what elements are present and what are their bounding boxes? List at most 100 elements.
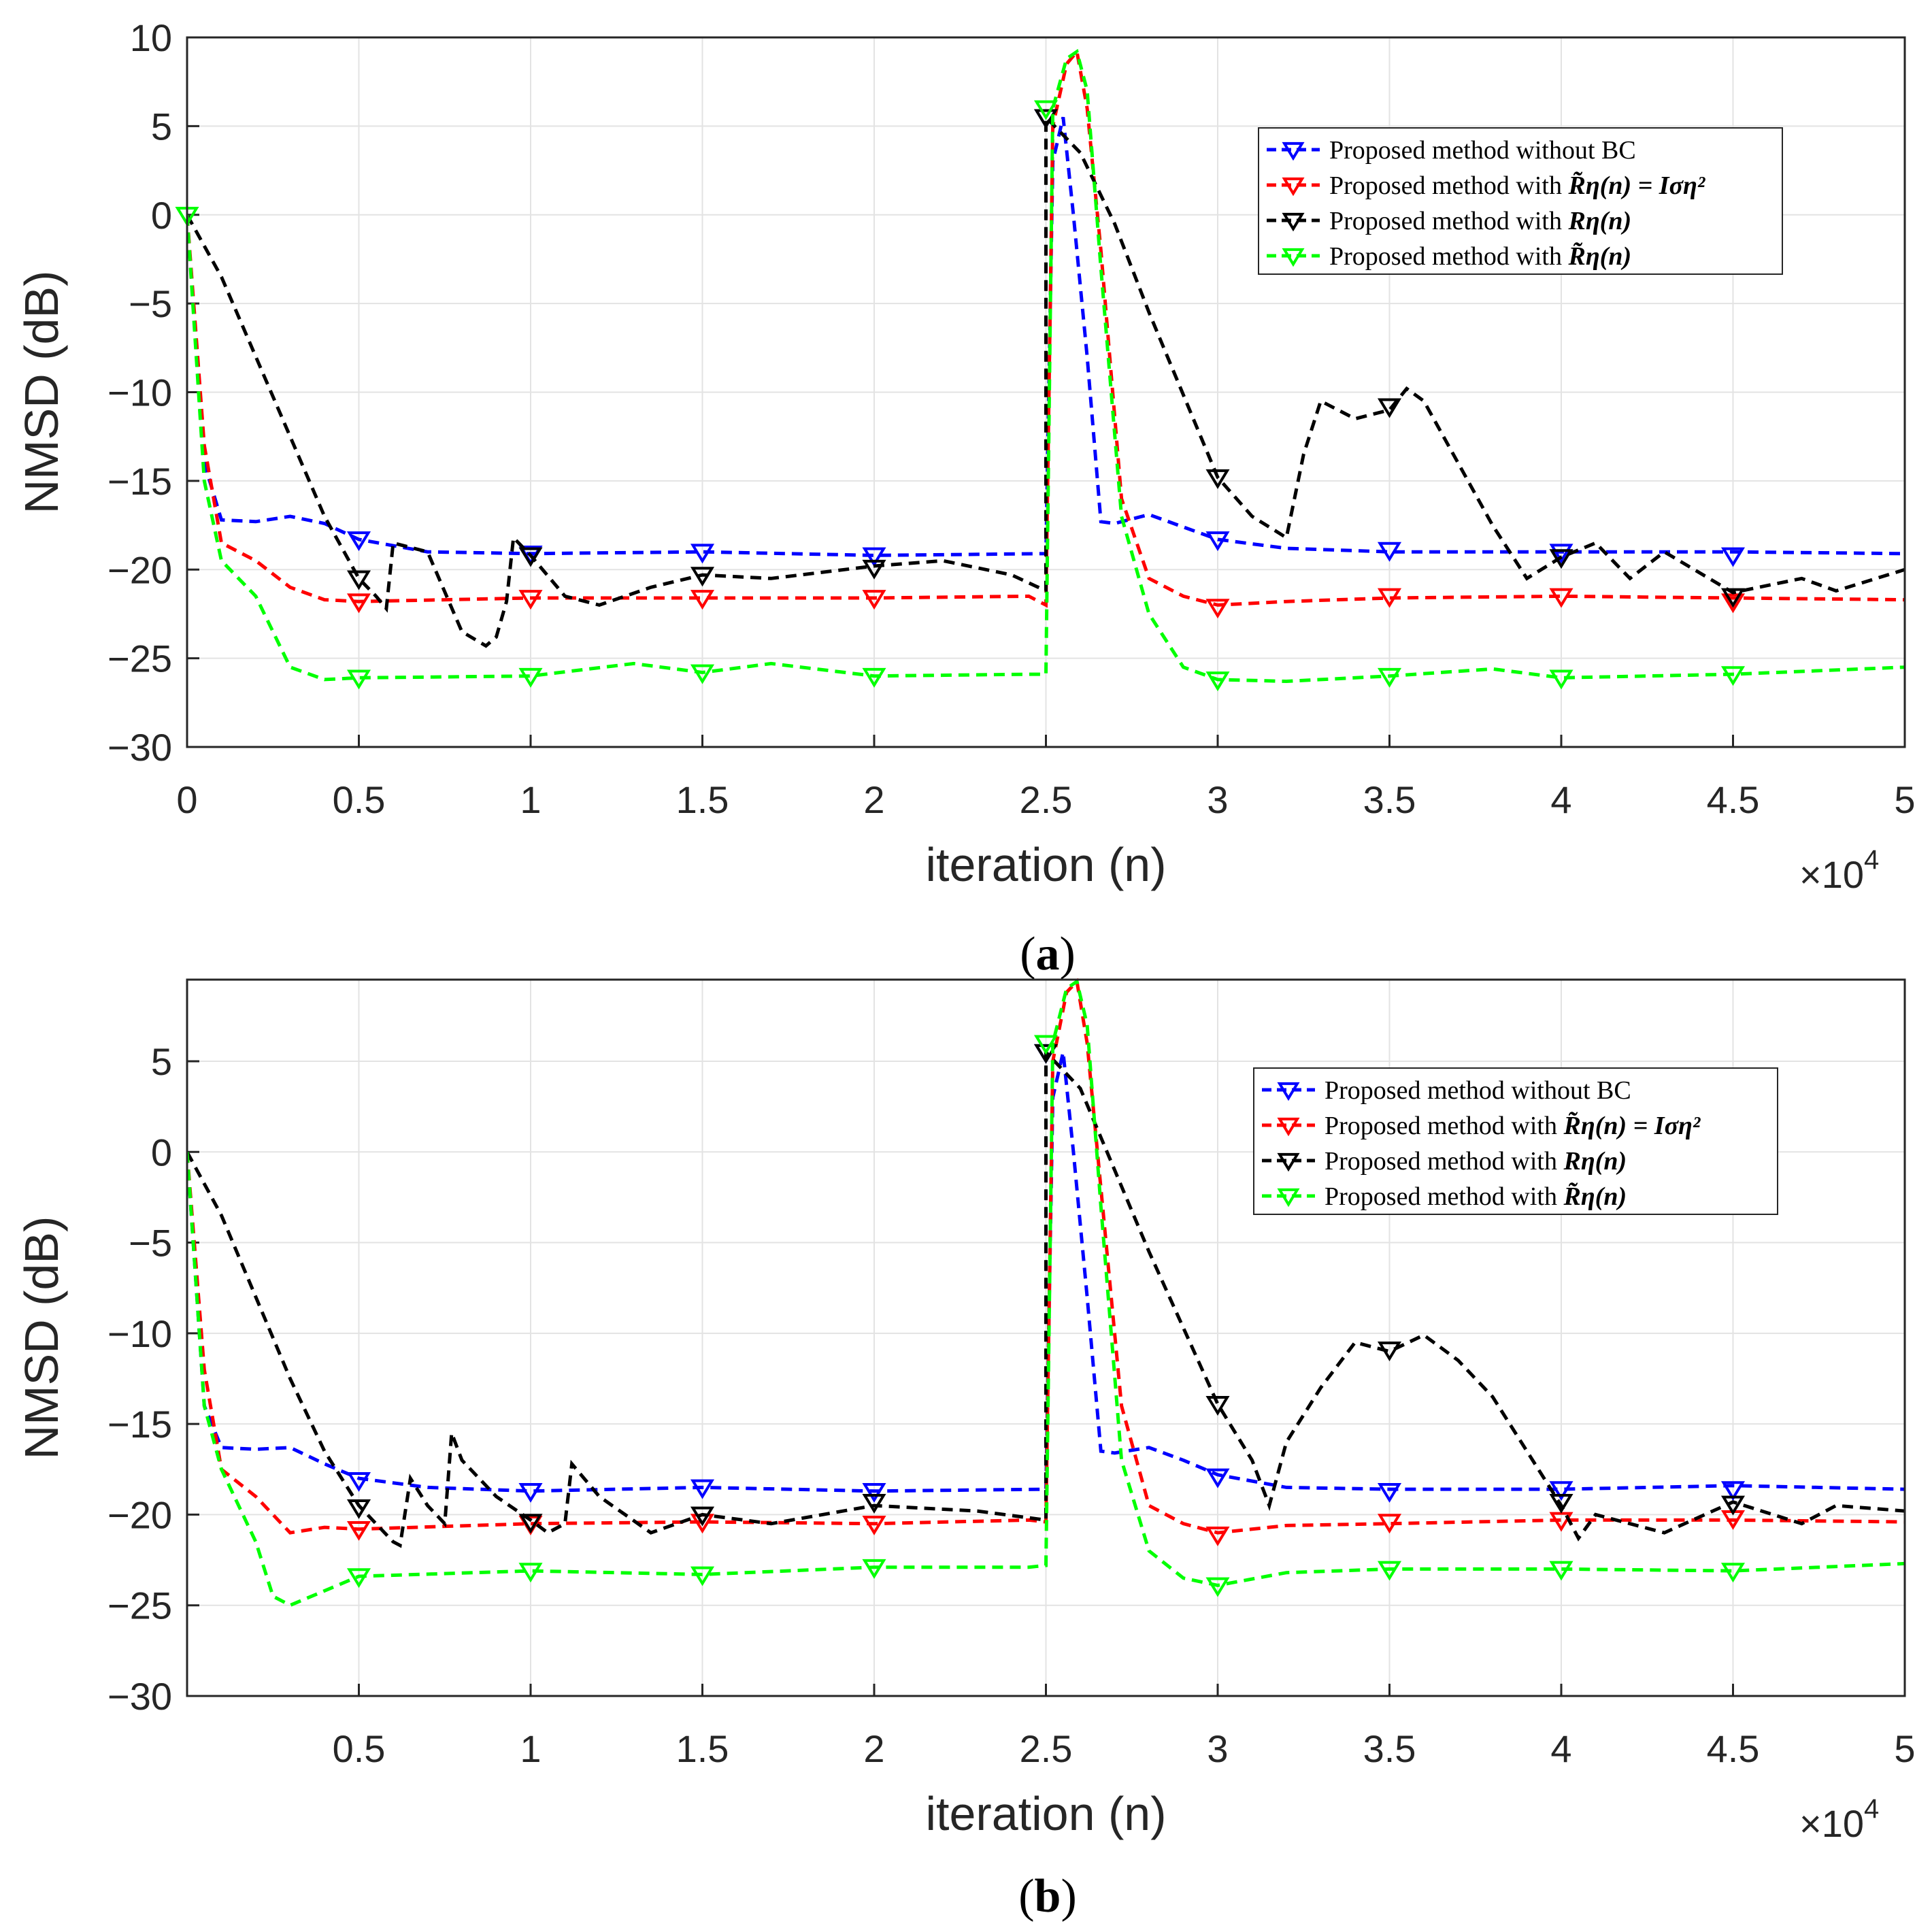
series-marker-red (1720, 593, 1746, 614)
legend-entry-blue: Proposed method without BC (1325, 1076, 1631, 1105)
x-multiplier-exponent: 4 (1864, 845, 1879, 875)
x-tick-label: 2 (863, 1727, 884, 1770)
series-marker-blue (690, 544, 715, 564)
series-marker-red (346, 593, 371, 614)
series-marker-blue (346, 1471, 371, 1492)
series-marker-black (1205, 1396, 1230, 1416)
series-marker-blue (862, 1482, 886, 1503)
series-marker-red (1205, 599, 1230, 619)
series-marker-green (1720, 666, 1746, 686)
legend-marker-green (1282, 248, 1305, 267)
x-tick-label: 3 (1207, 778, 1228, 821)
x-tick-label: 2.5 (1020, 1727, 1073, 1770)
y-tick-label: −20 (107, 548, 172, 591)
x-tick-label: 1 (520, 1727, 541, 1770)
y-tick-label: −5 (129, 1222, 172, 1265)
series-marker-blue (1720, 547, 1746, 567)
series-marker-green (346, 669, 371, 690)
x-tick-label: 3.5 (1363, 1727, 1416, 1770)
legend-entry-math: R̃η(n) (1567, 242, 1631, 271)
y-tick-label: −10 (107, 371, 172, 414)
y-tick-label: −25 (107, 1584, 172, 1627)
legend-entry-text: Proposed method with (1325, 1112, 1563, 1140)
x-multiplier-base: ×10 (1799, 853, 1864, 896)
legend-entry-green: Proposed method with R̃η(n) (1329, 242, 1631, 271)
x-tick-label: 3 (1207, 1727, 1228, 1770)
series-marker-black (1720, 1495, 1746, 1516)
x-multiplier-label: ×104 (1799, 1794, 1879, 1845)
legend-entry-text: Proposed method with (1329, 207, 1568, 235)
panel-caption: (b) (1018, 1870, 1077, 1923)
series-marker-red (690, 590, 715, 610)
x-tick-label: 0 (176, 778, 197, 821)
series-marker-black (346, 570, 371, 590)
panel-b: 0.5 1 1.5 2 2.5 3 3.5 4 4.5 5 5 0 −5 −10 −15 −20 −25 −30 i… (15, 978, 1916, 1923)
legend-entry-red: Proposed method with R̃η(n) = Iση² (1329, 171, 1706, 200)
series-marker-black (1377, 1342, 1402, 1361)
legend-entry-text: Proposed method with (1325, 1182, 1563, 1211)
series-marker-red (1205, 1526, 1230, 1546)
axis-box (186, 36, 1906, 748)
legend-entry-red: Proposed method with R̃η(n) = Iση² (1325, 1112, 1701, 1140)
series-marker-blue (518, 1482, 543, 1503)
legend-marker-blue (1282, 142, 1305, 161)
panel-caption: (a) (1020, 928, 1076, 980)
series-marker-green (1033, 100, 1059, 120)
panel-caption-letter: b (1035, 1870, 1061, 1923)
x-tick-label: 1 (520, 778, 541, 821)
y-tick-label: −30 (107, 1675, 172, 1718)
series-marker-black (1205, 469, 1230, 489)
series-marker-green (1377, 1561, 1402, 1581)
legend-entry-black: Proposed method with Rη(n) (1329, 207, 1631, 235)
series-marker-red (1549, 588, 1573, 608)
series-marker-blue (1377, 1482, 1402, 1503)
series-marker-blue (1205, 531, 1230, 552)
y-tick-label: 0 (151, 1131, 172, 1174)
series-marker-black (1549, 1493, 1573, 1514)
x-tick-label: 1.5 (676, 778, 729, 821)
legend-marker-red (1282, 177, 1305, 197)
series-marker-green (1549, 1561, 1573, 1581)
y-tick-label: −20 (107, 1493, 172, 1536)
legend-entry-math: Rη(n) (1563, 1147, 1627, 1176)
series-marker-blue (690, 1479, 715, 1499)
x-tick-label: 0.5 (333, 778, 386, 821)
legend-entry-math: R̃η(n) = Iση² (1563, 1112, 1701, 1140)
series-marker-green (862, 667, 886, 688)
series-line-red (187, 48, 1905, 608)
series-marker-red (346, 1520, 371, 1541)
x-multiplier-base: ×10 (1799, 1802, 1864, 1845)
legend-entry-text: Proposed method without BC (1329, 136, 1636, 165)
series-marker-red (862, 590, 886, 610)
series-marker-green (346, 1568, 371, 1588)
series-marker-green (1205, 671, 1230, 692)
y-tick-label: 5 (151, 105, 172, 148)
legend-entry-text: Proposed method with (1329, 242, 1568, 271)
series-marker-black (1033, 109, 1059, 129)
series-marker-green (1205, 1577, 1230, 1597)
series-marker-red (1377, 1514, 1402, 1534)
series-marker-black (862, 559, 886, 580)
legend-entry-black: Proposed method with Rη(n) (1325, 1147, 1627, 1176)
series-marker-green (1033, 1035, 1059, 1055)
series-marker-blue (1549, 1481, 1573, 1501)
series-marker-blue (862, 547, 886, 567)
x-multiplier-exponent: 4 (1864, 1794, 1879, 1824)
legend-marker-green (1277, 1188, 1300, 1208)
x-tick-label: 4 (1550, 778, 1571, 821)
x-axis-label: iteration (n) (925, 1787, 1166, 1840)
legend-entry-text: Proposed method with (1325, 1147, 1563, 1176)
x-tick-label: 3.5 (1363, 778, 1416, 821)
series-marker-black (690, 567, 715, 587)
series-marker-black (518, 1514, 543, 1534)
legend-entry-green: Proposed method with R̃η(n) (1325, 1182, 1627, 1211)
y-axis-label: NMSD (dB) (15, 1216, 68, 1460)
series-marker-red (862, 1515, 886, 1535)
series-marker-blue (1720, 1481, 1746, 1501)
legend-marker-black (1282, 212, 1305, 232)
legend-entry-blue: Proposed method without BC (1329, 136, 1636, 165)
series-line-blue (187, 116, 1905, 557)
legend-box (1258, 127, 1783, 275)
series-marker-black (1549, 549, 1573, 569)
y-tick-label: −30 (107, 726, 172, 769)
